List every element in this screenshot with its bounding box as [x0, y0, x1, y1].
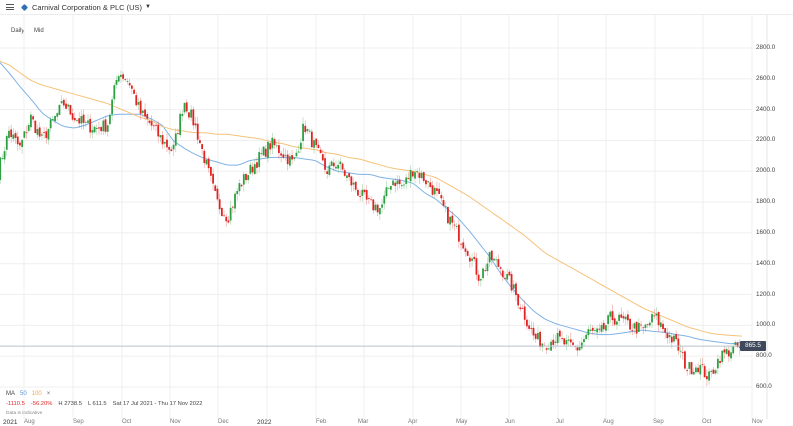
y-tick-label: 800.0: [756, 352, 772, 360]
y-tick-label: 1800.0: [756, 198, 776, 206]
chart-header: Carnival Corporation & PLC (US) ▼: [0, 0, 793, 15]
ma-label: MA: [6, 391, 15, 397]
x-tick-label: Dec: [218, 419, 229, 425]
x-tick-label: 2022: [257, 419, 272, 426]
x-tick-label: Sep: [653, 419, 664, 425]
x-tick-label: Nov: [752, 419, 763, 425]
last-price-tag: 865.5: [740, 341, 766, 351]
caret-down-icon[interactable]: ▼: [145, 4, 151, 10]
y-tick-label: 2200.0: [756, 136, 776, 144]
ma-50-label[interactable]: 50: [20, 391, 27, 397]
instrument-tag-icon: [20, 3, 29, 11]
x-tick-label: Jul: [556, 419, 564, 425]
ma-50-line: [0, 61, 743, 345]
x-tick-label: Mar: [358, 419, 369, 425]
hamburger-menu-icon[interactable]: [6, 4, 14, 10]
x-tick-label: May: [456, 419, 468, 425]
instrument-title[interactable]: Carnival Corporation & PLC (US): [32, 2, 143, 12]
indicator-legend: MA 50 100 ×: [6, 391, 50, 397]
price-stats: -1110.5 -56.20% H 2738.5 L 611.5 Sat 17 …: [6, 401, 202, 407]
x-tick-label: Aug: [24, 419, 35, 425]
data-disclaimer: Data is indicative: [6, 411, 43, 416]
y-tick-label: 1600.0: [756, 228, 776, 236]
ma-100-line: [0, 60, 743, 337]
date-range: Sat 17 Jul 2021 - Thu 17 Nov 2022: [112, 401, 203, 407]
x-tick-label: Oct: [702, 419, 712, 425]
x-tick-label: Nov: [170, 419, 181, 425]
low-value: L 611.5: [87, 401, 107, 407]
y-tick-label: 600.0: [756, 383, 772, 390]
x-tick-label: Jun: [505, 419, 515, 425]
y-tick-label: 1400.0: [756, 259, 776, 267]
x-tick-label: Apr: [408, 419, 418, 425]
x-tick-label: Aug: [603, 419, 614, 425]
y-tick-label: 2800.0: [756, 44, 776, 51]
high-value: H 2738.5: [58, 401, 82, 407]
y-tick-label: 1200.0: [756, 290, 776, 298]
y-tick-label: 2000.0: [756, 167, 776, 175]
interval-selector[interactable]: Daily: [11, 28, 25, 34]
change-percent: -56.20%: [30, 401, 53, 407]
x-tick-label: Oct: [122, 419, 132, 425]
x-tick-label: Feb: [316, 419, 327, 425]
y-tick-label: 2400.0: [756, 105, 776, 113]
remove-indicator-icon[interactable]: ×: [46, 391, 51, 397]
price-type-selector[interactable]: Mid: [34, 28, 44, 34]
x-tick-label: Sep: [73, 419, 84, 425]
y-tick-label: 2600.0: [756, 74, 776, 82]
y-tick-label: 1000.0: [756, 321, 776, 329]
ma-100-label[interactable]: 100: [31, 391, 42, 397]
price-chart[interactable]: [0, 15, 793, 419]
x-tick-label: 2021: [3, 419, 18, 426]
change-value: -1110.5: [6, 401, 25, 407]
